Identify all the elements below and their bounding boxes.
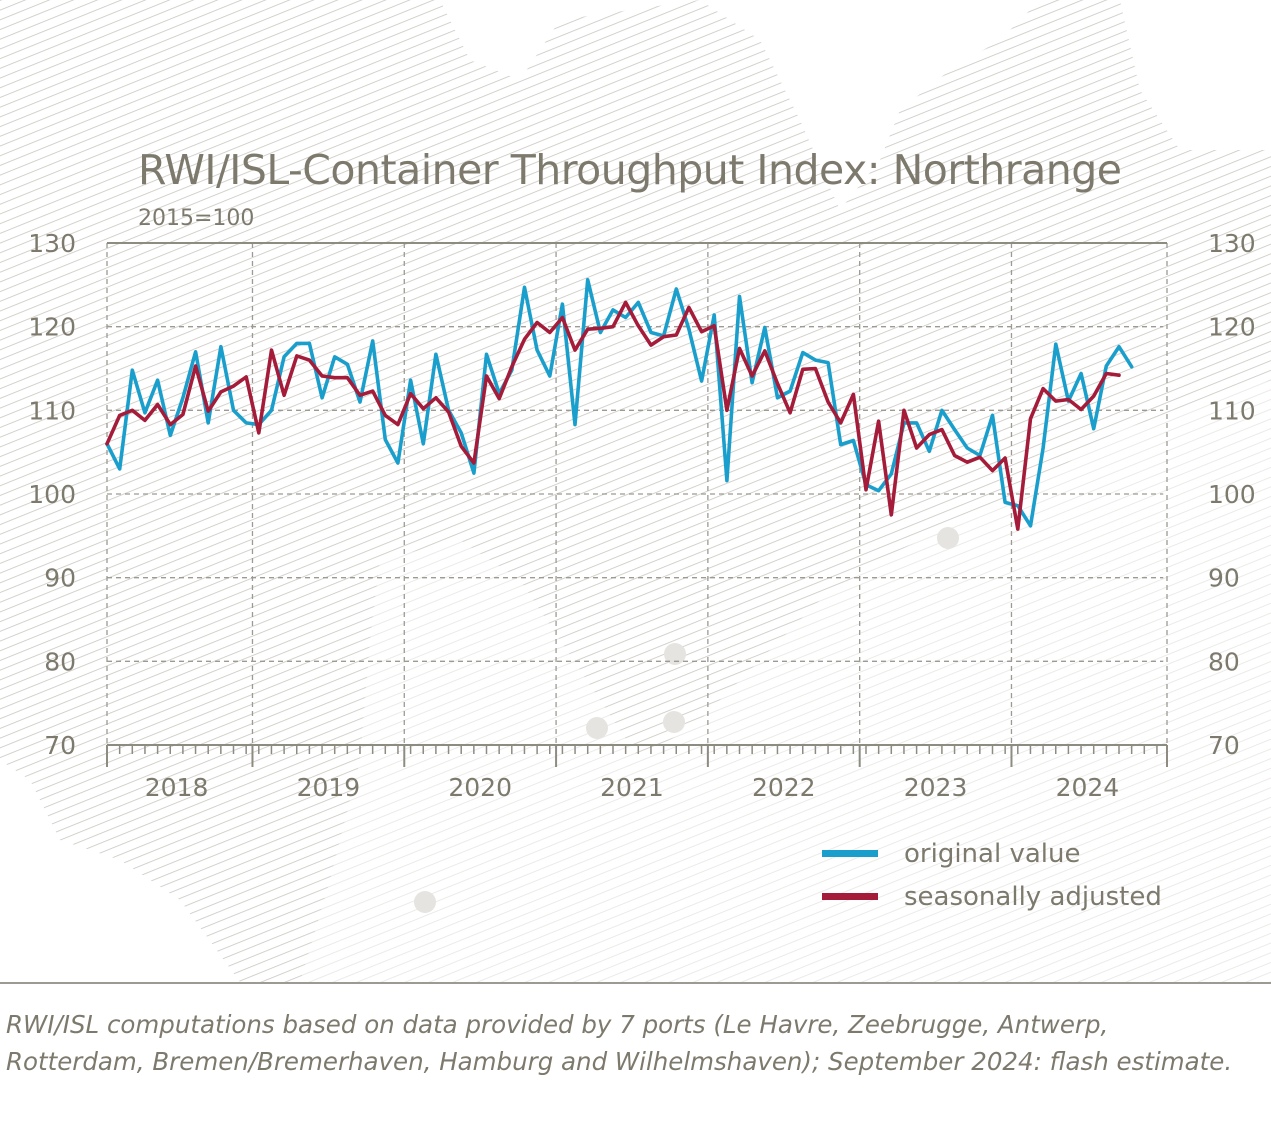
y-tick-label-left: 90 [44, 564, 76, 593]
y-tick-label-right: 80 [1208, 647, 1240, 676]
y-tick-label-right: 90 [1208, 564, 1240, 593]
chart-subtitle: 2015=100 [138, 206, 255, 231]
y-tick-label-right: 120 [1208, 313, 1256, 342]
y-tick-label-left: 100 [28, 480, 76, 509]
x-year-label: 2024 [1056, 773, 1120, 802]
series-line-adjusted [105, 300, 1121, 531]
line-chart: 70 70 80 80 90 90 100 100 110 110 120 120 130 130 2018… [0, 0, 1271, 982]
legend-item-adjusted: seasonally adjusted [822, 875, 1162, 918]
x-year-label: 2019 [297, 773, 361, 802]
map-background [0, 0, 1271, 982]
y-tick-label-right: 100 [1208, 480, 1256, 509]
chart-title: RWI/ISL-Container Throughput Index: Nort… [138, 146, 1122, 194]
y-tick-label-left: 110 [28, 396, 76, 425]
y-tick-label-right: 130 [1208, 229, 1256, 258]
x-year-label: 2021 [600, 773, 664, 802]
chart-area: 70 70 80 80 90 90 100 100 110 110 120 120 130 130 2018… [0, 0, 1271, 982]
legend-label-adjusted: seasonally adjusted [904, 881, 1162, 912]
y-tick-label-left: 120 [28, 313, 76, 342]
axes [106, 242, 1168, 767]
x-year-label: 2020 [448, 773, 512, 802]
y-tick-label-left: 130 [28, 229, 76, 258]
axis-labels: 70 70 80 80 90 90 100 100 110 110 120 120 130 130 2018… [28, 229, 1255, 802]
legend-item-original: original value [822, 832, 1162, 875]
source-note: RWI/ISL computations based on data provi… [6, 1006, 1256, 1080]
x-year-label: 2022 [752, 773, 816, 802]
y-tick-label-left: 80 [44, 647, 76, 676]
source-line-1: RWI/ISL computations based on data provi… [6, 1010, 1109, 1039]
legend-swatch-original [822, 850, 878, 857]
y-tick-label-right: 70 [1208, 731, 1240, 760]
legend-label-original: original value [904, 838, 1081, 869]
source-line-2: Rotterdam, Bremen/Bremerhaven, Hamburg a… [6, 1047, 1233, 1076]
x-year-label: 2023 [904, 773, 968, 802]
y-tick-label-left: 70 [44, 731, 76, 760]
legend: original value seasonally adjusted [822, 832, 1162, 918]
legend-swatch-adjusted [822, 893, 878, 900]
footer-divider [0, 982, 1271, 984]
y-tick-label-right: 110 [1208, 396, 1256, 425]
x-year-label: 2018 [145, 773, 209, 802]
series-layer [105, 277, 1134, 531]
